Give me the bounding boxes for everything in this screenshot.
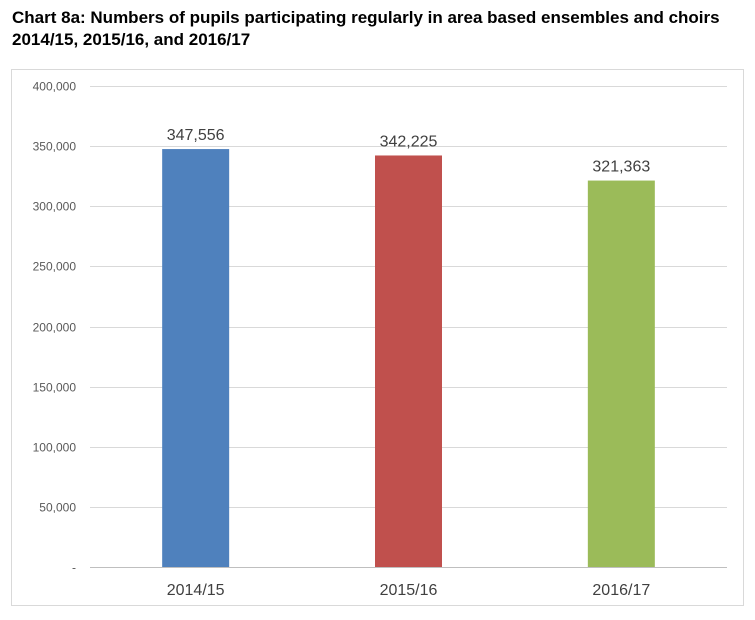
y-tick-label: 250,000 <box>33 260 77 274</box>
y-tick-label: 150,000 <box>33 381 77 395</box>
y-tick-label: 100,000 <box>33 441 77 455</box>
data-label: 342,225 <box>380 133 438 150</box>
bar-2016-17 <box>587 180 655 568</box>
bar-2014-15 <box>162 149 230 567</box>
y-tick-label: 400,000 <box>33 80 77 94</box>
data-label: 347,556 <box>167 127 225 144</box>
y-tick-label: 350,000 <box>33 140 77 154</box>
x-tick-label: 2014/15 <box>167 582 225 599</box>
y-tick-label: 50,000 <box>39 501 76 515</box>
y-tick-label: 300,000 <box>33 200 77 214</box>
x-axis-tick-labels: 2014/15 2015/16 2016/17 <box>167 582 651 599</box>
bars <box>162 149 655 568</box>
bar-2015-16 <box>375 155 442 568</box>
y-tick-label: - <box>72 561 76 575</box>
x-tick-label: 2016/17 <box>592 582 650 599</box>
chart-title: Chart 8a: Numbers of pupils participatin… <box>12 8 720 49</box>
data-labels: 347,556 342,225 321,363 <box>167 127 651 175</box>
x-tick-label: 2015/16 <box>380 582 438 599</box>
y-tick-label: 200,000 <box>33 321 77 335</box>
y-axis-tick-labels: - 50,000 100,000 150,000 200,000 250,000 300,0… <box>33 80 77 575</box>
data-label: 321,363 <box>592 159 650 176</box>
